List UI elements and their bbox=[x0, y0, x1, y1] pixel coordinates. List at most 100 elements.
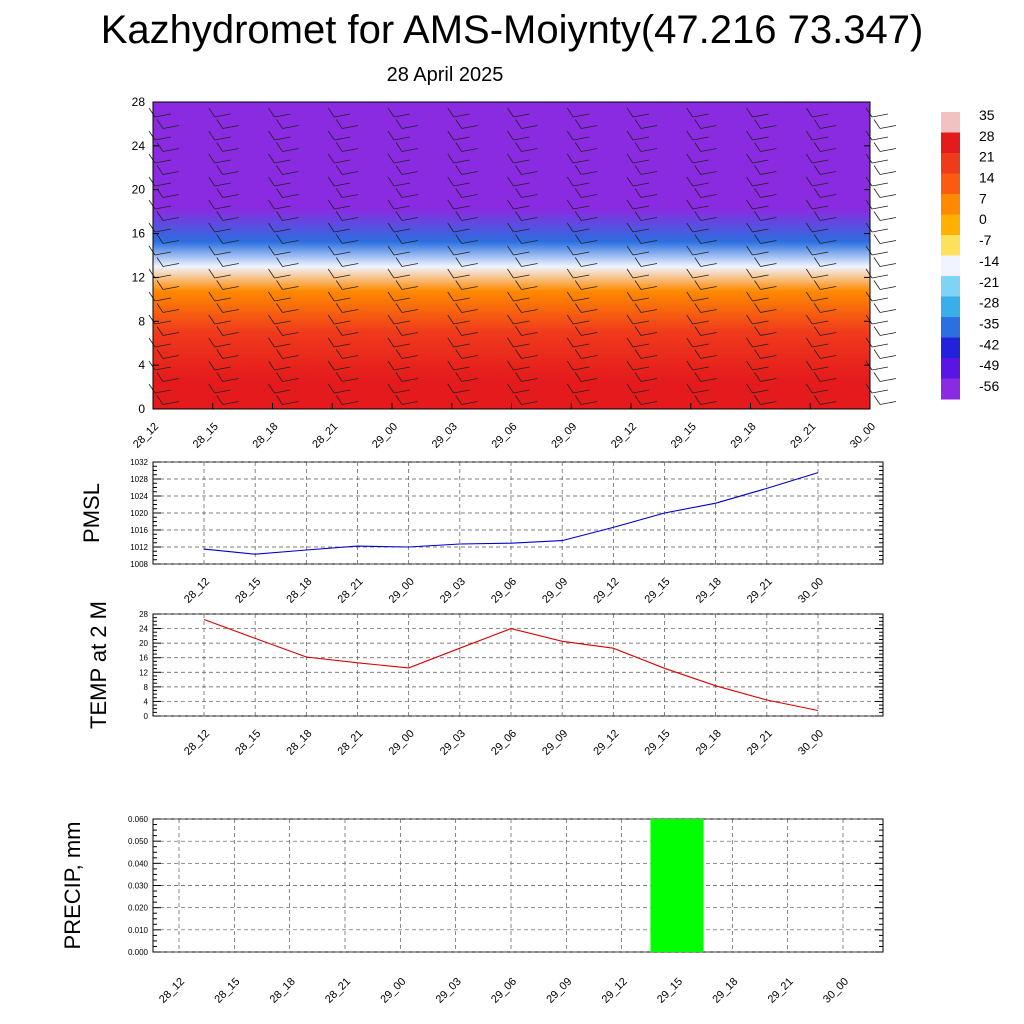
y-tick-label: 8 bbox=[144, 683, 149, 692]
wind-barb-flag bbox=[521, 240, 538, 244]
wind-barb bbox=[805, 360, 813, 371]
wind-barb bbox=[805, 337, 813, 348]
wind-barb-flag bbox=[282, 378, 299, 382]
wind-barb-flag bbox=[760, 332, 777, 336]
series-line bbox=[203, 472, 819, 555]
wind-barb-flag bbox=[879, 194, 897, 198]
wind-barb bbox=[216, 234, 224, 244]
x-tick-label: 29_09 bbox=[544, 976, 574, 1006]
wind-barb bbox=[873, 326, 881, 336]
wind-barb-flag bbox=[871, 389, 889, 394]
wind-barb bbox=[455, 142, 463, 152]
wind-barb-flag bbox=[752, 228, 769, 233]
wind-barb bbox=[805, 153, 813, 164]
wind-barb-flag bbox=[334, 205, 351, 210]
wind-barb bbox=[276, 326, 283, 336]
wind-barb bbox=[566, 291, 574, 302]
wind-barb-flag bbox=[760, 263, 777, 267]
wind-barb bbox=[156, 280, 164, 290]
wind-barb-flag bbox=[274, 366, 291, 371]
wind-barb bbox=[805, 130, 813, 141]
wind-barb-flag bbox=[700, 355, 717, 359]
wind-barb-flag bbox=[581, 263, 598, 267]
wind-barb-flag bbox=[700, 148, 717, 152]
y-tick-label: 0.000 bbox=[128, 948, 149, 957]
wind-barb-flag bbox=[401, 309, 419, 313]
wind-barb-flag bbox=[812, 182, 829, 187]
wind-barb-flag bbox=[760, 355, 777, 359]
wind-barb bbox=[156, 119, 164, 129]
wind-barb bbox=[813, 188, 821, 198]
wind-barb bbox=[865, 176, 873, 187]
wind-barb-flag bbox=[222, 240, 239, 244]
wind-barb bbox=[395, 211, 403, 221]
x-tick-label: 29_06 bbox=[489, 728, 519, 758]
wind-barb bbox=[447, 245, 455, 256]
colorbar-legend: 35 28 21 14 7 0 -7 -14 -21 -28 -35 -42 -49 -56 bbox=[941, 107, 999, 400]
wind-barb bbox=[566, 314, 574, 325]
wind-barb bbox=[694, 372, 702, 382]
wind-barb bbox=[805, 314, 813, 325]
wind-barb-flag bbox=[214, 366, 231, 371]
wind-barb-flag bbox=[461, 309, 478, 313]
wind-barb-flag bbox=[632, 228, 650, 233]
wind-barb-flag bbox=[640, 263, 658, 267]
wind-barb-flag bbox=[453, 113, 470, 118]
wind-barb bbox=[507, 153, 514, 164]
wind-barb bbox=[515, 188, 522, 198]
wind-barb-flag bbox=[879, 309, 897, 313]
wind-barb bbox=[148, 199, 156, 210]
wind-barb bbox=[805, 245, 813, 256]
wind-barb-flag bbox=[812, 113, 829, 118]
wind-barb-flag bbox=[274, 159, 291, 164]
wind-barb-flag bbox=[274, 205, 291, 210]
wind-barb bbox=[507, 314, 514, 325]
wind-barb bbox=[447, 383, 455, 394]
wind-barb bbox=[873, 119, 881, 129]
wind-barb bbox=[335, 372, 343, 382]
wind-barb-flag bbox=[692, 389, 709, 394]
wind-barb-flag bbox=[401, 263, 419, 267]
wind-barb-flag bbox=[760, 286, 777, 290]
wind-barb-flag bbox=[154, 251, 172, 256]
wind-barb-flag bbox=[581, 240, 598, 244]
wind-barb-flag bbox=[401, 125, 419, 129]
wind-barb bbox=[515, 257, 522, 267]
wind-barb-flag bbox=[154, 228, 172, 233]
wind-barb bbox=[327, 383, 335, 394]
wind-barb bbox=[156, 326, 164, 336]
wind-barb bbox=[566, 268, 574, 279]
wind-barb bbox=[634, 119, 642, 129]
wind-barb-flag bbox=[692, 251, 709, 256]
wind-barb-flag bbox=[820, 263, 837, 267]
wind-barb bbox=[208, 360, 216, 371]
wind-barb bbox=[746, 383, 753, 394]
wind-barb-flag bbox=[513, 274, 530, 279]
wind-barb bbox=[387, 360, 395, 371]
wind-barb bbox=[216, 211, 224, 221]
wind-barb bbox=[387, 199, 395, 210]
wind-barb bbox=[148, 222, 156, 233]
wind-barb bbox=[626, 130, 634, 141]
wind-barb-flag bbox=[334, 159, 351, 164]
temp-chart: 0 4 8 12 16 20 24 28 28_12 28_15 28_18 28_21 29_00 29… bbox=[86, 601, 884, 758]
wind-barb-flag bbox=[700, 217, 717, 221]
wind-barb-flag bbox=[461, 378, 478, 382]
wind-barb-flag bbox=[879, 263, 897, 267]
wind-barb bbox=[148, 337, 156, 348]
wind-barb bbox=[208, 268, 216, 279]
wind-barb bbox=[686, 314, 694, 325]
wind-barb bbox=[515, 142, 522, 152]
y-tick-label: 1032 bbox=[130, 458, 148, 467]
wind-barb bbox=[507, 268, 514, 279]
wind-barb-flag bbox=[820, 171, 837, 175]
page-subtitle: 28 April 2025 bbox=[386, 64, 504, 86]
wind-barb bbox=[395, 326, 403, 336]
wind-barb-flag bbox=[700, 263, 717, 267]
wind-barb bbox=[395, 234, 403, 244]
wind-barb bbox=[208, 176, 216, 187]
wind-barb-flag bbox=[581, 401, 598, 405]
wind-barb bbox=[276, 257, 283, 267]
wind-barb bbox=[387, 337, 395, 348]
wind-barb bbox=[455, 165, 463, 175]
